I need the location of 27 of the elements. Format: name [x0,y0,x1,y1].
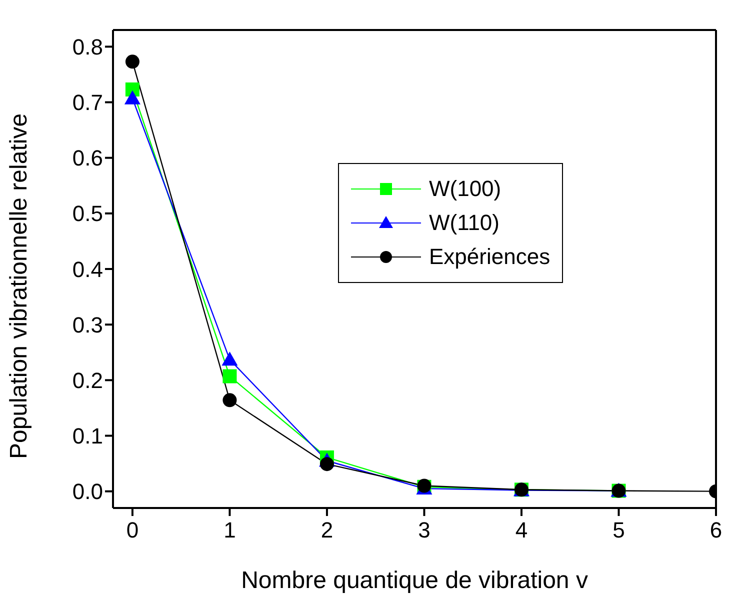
y-tick-label: 0.8 [72,34,103,60]
point [124,90,140,104]
y-axis-title: Population vibrationnelle relative [6,113,33,459]
y-tick-label: 0.4 [72,256,103,282]
x-tick-label: 2 [320,518,334,543]
legend-label: W(110) [429,210,500,236]
x-tick-label: 1 [224,518,236,543]
x-tick-label: 0 [126,518,139,543]
point [222,352,238,366]
x-tick-label: 3 [418,518,430,543]
x-tick-label: 6 [710,518,722,543]
y-tick-label: 0.5 [72,201,103,226]
point [320,457,334,472]
y-tick-label: 0.1 [72,424,103,449]
point [222,369,237,384]
point [125,54,140,69]
y-tick-label: 0.6 [72,146,103,171]
y-tick-label: 0.3 [72,312,103,338]
x-tick-label: 4 [515,518,528,543]
x-axis-title: Nombre quantique de vibration v [241,567,588,594]
y-tick-label: 0.0 [72,479,103,504]
legend-label: Expériences [429,244,550,270]
x-tick-label: 5 [612,518,625,543]
point [222,393,237,408]
y-tick-label: 0.2 [72,368,103,393]
legend-label: W(100) [429,176,502,202]
y-tick-label: 0.7 [72,90,103,116]
